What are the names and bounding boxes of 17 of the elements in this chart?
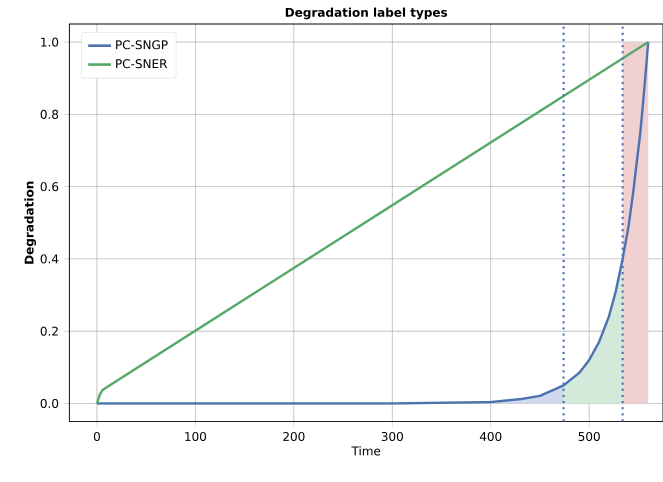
y-tick-label: 0.4 [40, 254, 58, 264]
y-tick-label: 0.2 [40, 326, 58, 336]
x-tick-label: 100 [185, 432, 206, 442]
x-tick-label: 400 [480, 432, 502, 442]
y-axis-title: Degradation [24, 182, 36, 264]
legend-label: PC-SNGP [116, 40, 168, 50]
x-axis-title: Time [351, 446, 380, 456]
chart-title: Degradation label types [286, 8, 448, 20]
x-tick-label: 500 [578, 432, 600, 442]
y-tick-label: 0.8 [40, 110, 58, 120]
legend-label: PC-SNER [116, 59, 168, 68]
x-tick-label: 300 [382, 432, 403, 442]
y-tick-label: 0.6 [40, 182, 58, 192]
x-tick-label: 200 [283, 432, 304, 442]
y-tick-label: 0.0 [40, 399, 58, 408]
y-tick-label: 1.0 [41, 38, 58, 47]
x-tick-label: 0 [94, 432, 100, 442]
